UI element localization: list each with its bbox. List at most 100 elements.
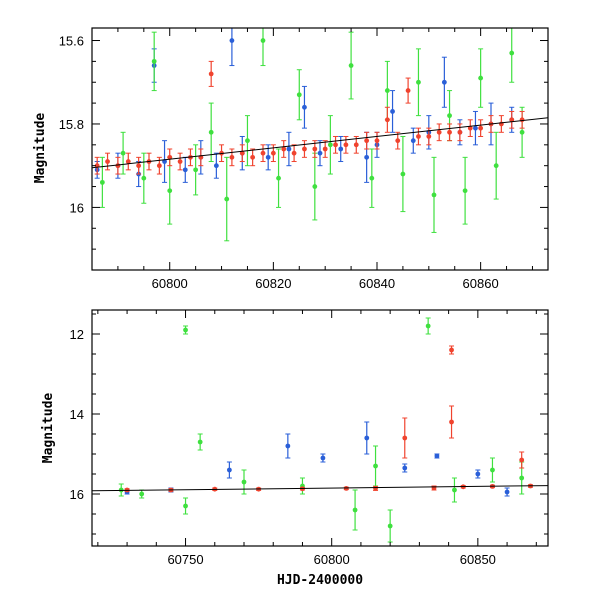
data-point bbox=[276, 175, 281, 181]
y-tick-label: 15.6 bbox=[59, 34, 84, 49]
data-point bbox=[431, 192, 437, 198]
data-point bbox=[519, 129, 525, 135]
data-point bbox=[402, 435, 408, 441]
data-point bbox=[416, 134, 421, 139]
x-tick-label: 60850 bbox=[460, 552, 496, 567]
data-point bbox=[457, 129, 463, 135]
data-point bbox=[141, 175, 147, 181]
data-point bbox=[473, 125, 478, 131]
data-point bbox=[327, 142, 333, 148]
data-point bbox=[241, 479, 247, 485]
data-point bbox=[312, 184, 318, 189]
x-tick-label: 60800 bbox=[152, 276, 188, 291]
data-point bbox=[402, 465, 408, 471]
data-point bbox=[182, 167, 188, 173]
data-point bbox=[229, 154, 235, 160]
data-point bbox=[519, 475, 525, 481]
data-point bbox=[364, 435, 370, 441]
data-point bbox=[343, 142, 349, 148]
data-point bbox=[425, 323, 431, 329]
data-point bbox=[302, 104, 307, 110]
data-point bbox=[239, 150, 245, 156]
data-point bbox=[353, 142, 359, 148]
y-tick-label: 15.8 bbox=[59, 117, 84, 132]
data-point bbox=[167, 154, 173, 160]
data-point bbox=[156, 163, 162, 169]
data-point bbox=[352, 507, 358, 513]
data-point bbox=[519, 117, 525, 123]
data-point bbox=[183, 503, 188, 509]
data-point bbox=[193, 167, 199, 173]
data-point bbox=[260, 38, 266, 43]
series-1 bbox=[118, 317, 525, 543]
data-point bbox=[177, 159, 183, 164]
series-1 bbox=[99, 28, 525, 242]
x-tick-label: 60750 bbox=[167, 552, 203, 567]
data-point bbox=[99, 179, 105, 185]
x-tick-label: 60820 bbox=[255, 276, 291, 291]
y-tick-label: 16 bbox=[70, 200, 84, 215]
data-point bbox=[373, 486, 378, 491]
data-point bbox=[322, 146, 328, 152]
data-point bbox=[493, 163, 499, 169]
data-point bbox=[167, 188, 173, 194]
data-point bbox=[245, 138, 250, 144]
data-point bbox=[519, 457, 525, 463]
data-point bbox=[183, 327, 188, 333]
data-point bbox=[286, 146, 292, 152]
data-point bbox=[338, 146, 344, 152]
bottom-panel-data bbox=[92, 317, 548, 543]
data-point bbox=[333, 142, 338, 148]
data-point bbox=[224, 196, 230, 202]
data-point bbox=[260, 150, 266, 156]
data-point bbox=[504, 489, 510, 495]
data-point bbox=[509, 117, 515, 123]
data-point bbox=[151, 58, 157, 64]
bottom-panel-frame bbox=[91, 309, 549, 547]
data-point bbox=[120, 150, 126, 156]
data-point bbox=[431, 485, 437, 491]
data-point bbox=[285, 443, 291, 449]
data-point bbox=[509, 50, 515, 56]
data-point bbox=[410, 138, 416, 144]
data-point bbox=[320, 455, 326, 461]
series-2 bbox=[94, 60, 525, 175]
x-tick-label: 60860 bbox=[463, 276, 499, 291]
data-point bbox=[296, 92, 302, 98]
data-point bbox=[400, 171, 406, 177]
data-point bbox=[449, 347, 454, 353]
y-tick-label: 16 bbox=[70, 487, 84, 502]
data-point bbox=[125, 159, 131, 164]
data-point bbox=[467, 125, 473, 131]
data-point bbox=[136, 163, 142, 169]
data-point bbox=[250, 154, 256, 160]
data-point bbox=[478, 125, 484, 131]
data-point bbox=[449, 419, 454, 425]
data-point bbox=[197, 439, 203, 445]
data-point bbox=[139, 491, 145, 497]
trend-line bbox=[92, 485, 548, 492]
data-point bbox=[426, 134, 432, 139]
data-point bbox=[348, 63, 354, 68]
top-panel: 60800 60820 60840 60860 15.6 15.8 16 Magnitude bbox=[33, 27, 549, 291]
data-point bbox=[364, 154, 370, 160]
data-point bbox=[490, 467, 495, 473]
data-point bbox=[105, 159, 110, 164]
data-point bbox=[462, 188, 468, 194]
top-panel-data bbox=[92, 28, 548, 242]
data-point bbox=[364, 138, 370, 144]
data-point bbox=[475, 471, 481, 477]
y-tick-label: 14 bbox=[70, 407, 84, 422]
data-point bbox=[416, 79, 421, 85]
bottom-x-axis-label: HJD-2400000 bbox=[277, 573, 363, 588]
data-point bbox=[478, 75, 484, 81]
data-point bbox=[441, 79, 447, 85]
data-point bbox=[208, 129, 214, 135]
bottom-y-axis-label: Magnitude bbox=[41, 393, 56, 464]
data-point bbox=[405, 88, 411, 93]
data-point bbox=[447, 129, 452, 135]
data-point bbox=[229, 38, 235, 43]
bottom-panel: 60750 60800 60850 12 14 16 Magnitude HJD-2400… bbox=[41, 309, 549, 588]
x-tick-label: 60800 bbox=[314, 552, 350, 567]
